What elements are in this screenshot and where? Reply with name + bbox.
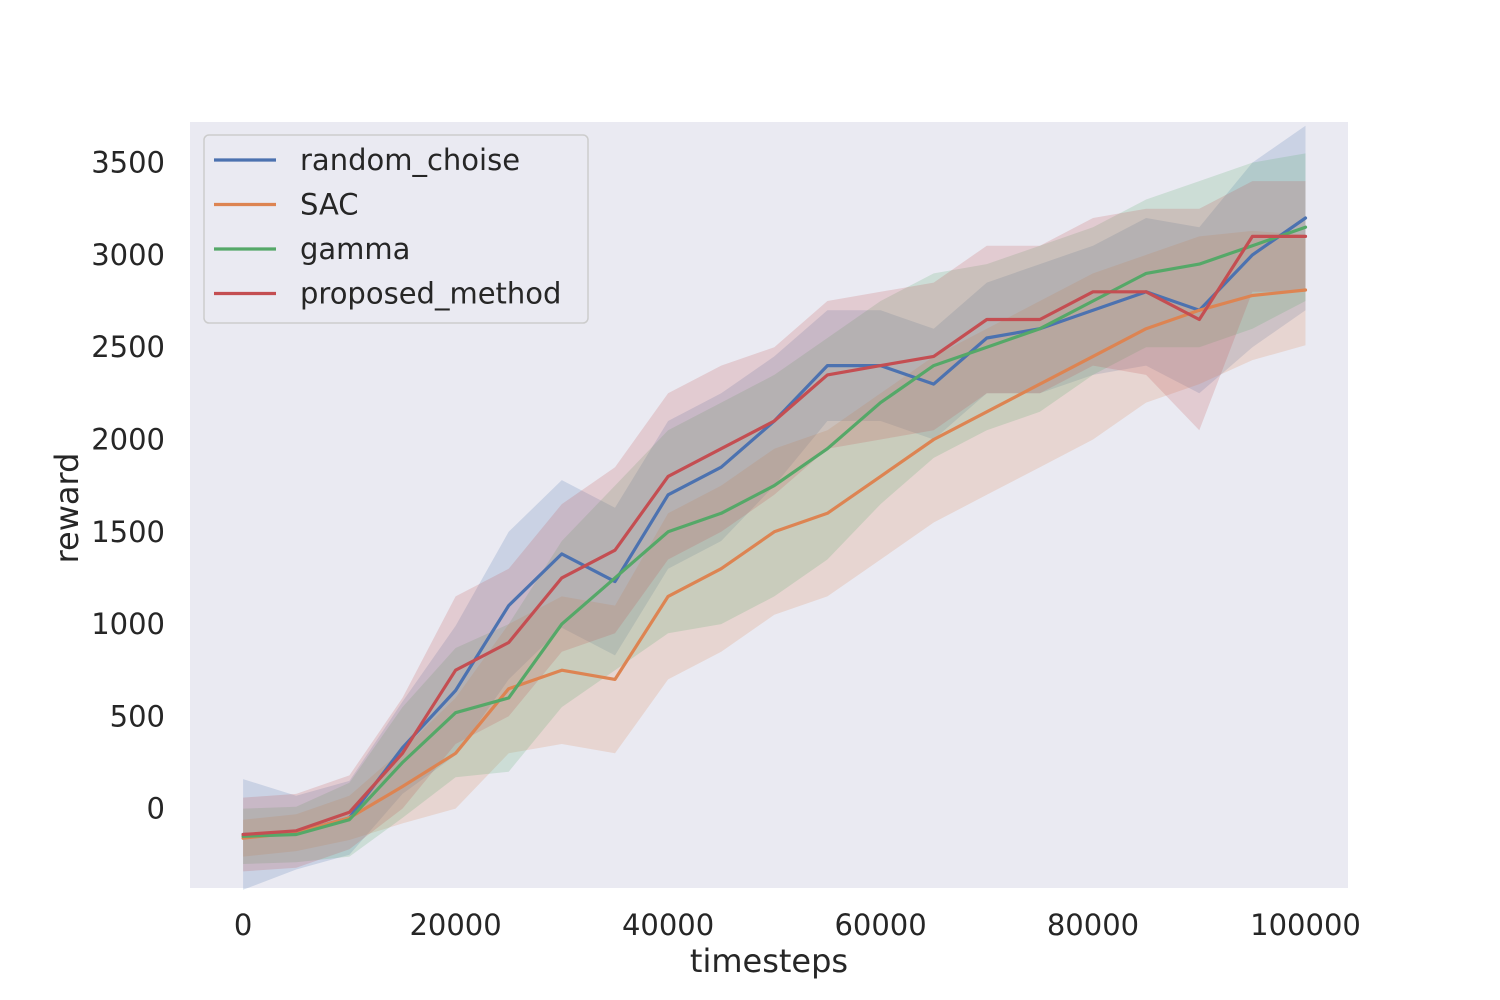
y-axis-label: reward [48, 453, 86, 564]
line-proposed-method [241, 234, 1308, 837]
x-tick-label: 20000 [409, 908, 501, 942]
line-gamma [241, 225, 1308, 838]
x-tick-label: 100000 [1250, 908, 1361, 942]
y-tick-label: 2000 [91, 423, 165, 457]
y-tick-label: 2500 [91, 330, 165, 364]
x-axis-label: timesteps [690, 942, 848, 980]
y-tick-label: 3000 [91, 238, 165, 272]
line-SAC [241, 288, 1308, 840]
legend-frame [203, 134, 589, 324]
y-tick-label: 0 [147, 792, 165, 826]
x-tick-label: 40000 [622, 908, 714, 942]
legend-label-proposed-method: proposed_method [300, 277, 561, 311]
y-tick-label: 500 [110, 699, 165, 733]
band-SAC [243, 230, 1306, 857]
legend: random_choise SAC gamma proposed_method [203, 134, 589, 324]
band-random-choise [243, 125, 1306, 890]
x-tick-label: 60000 [834, 908, 926, 942]
y-tick-label: 3500 [91, 146, 165, 180]
series-lines [241, 216, 1308, 840]
band-gamma [243, 153, 1306, 864]
x-tick-label: 80000 [1047, 908, 1139, 942]
y-tick-label: 1000 [91, 607, 165, 641]
y-tick-label: 1500 [91, 515, 165, 549]
x-tick-label: 0 [234, 908, 252, 942]
legend-label-gamma: gamma [300, 232, 410, 266]
x-axis-ticks: 0 20000 40000 60000 80000 100000 [234, 908, 1361, 942]
legend-label-SAC: SAC [300, 188, 359, 222]
y-axis-ticks: 0 500 1000 1500 2000 2500 3000 3500 [91, 146, 165, 826]
legend-label-random-choise: random_choise [300, 143, 520, 177]
